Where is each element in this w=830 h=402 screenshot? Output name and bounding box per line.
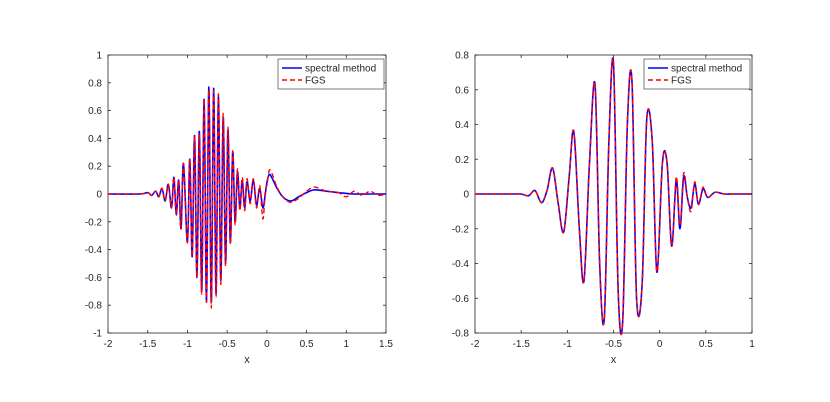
left-x-tick-label: -1.5 xyxy=(139,339,157,350)
right-plot: -2 -1.5 -1 -0.5 0 0.5 1 -0.8 -0.6 -0.4 -0.2 0 0.2 0.4… xyxy=(452,51,755,367)
left-legend-label-fgs: FGS xyxy=(305,76,326,87)
left-legend-box xyxy=(277,58,385,90)
left-x-tick-label: -2 xyxy=(104,339,113,350)
left-y-tick-label: -0.6 xyxy=(85,273,103,284)
left-x-tick-label: -1 xyxy=(183,339,192,350)
right-y-tick-label: -0.6 xyxy=(452,294,470,305)
left-y-tick-label: 0.6 xyxy=(88,106,102,117)
right-x-tick-label: -2 xyxy=(471,339,480,350)
right-series-line-fgs xyxy=(474,57,752,336)
right-legend-label-spectral-method: spectral method xyxy=(671,64,742,75)
left-legend-label-spectral-method: spectral method xyxy=(305,64,376,75)
right-x-tick-label: -1 xyxy=(563,339,572,350)
left-x-tick-label: 1 xyxy=(344,339,350,350)
right-x-axis-label: x xyxy=(611,354,617,366)
right-y-tick-label: -0.8 xyxy=(452,329,470,340)
left-x-axis-label: x xyxy=(244,354,250,366)
left-plot: -2 -1.5 -1 -0.5 0 0.5 1 1.5 -1 -0.8 -0.6 -0.4 -0.2 0 0… xyxy=(85,51,394,367)
left-y-tick-label: 0.8 xyxy=(88,78,102,89)
left-x-tick-label: 1.5 xyxy=(379,339,393,350)
right-x-tick-label: 0.5 xyxy=(699,339,713,350)
right-x-tick-label: -1.5 xyxy=(513,339,531,350)
right-y-tick-label: 0.4 xyxy=(455,120,469,131)
left-x-tick-label: 0.5 xyxy=(300,339,314,350)
right-y-tick-label: 0 xyxy=(463,190,469,201)
left-y-tick-label: 0 xyxy=(96,190,102,201)
right-y-tick-label: -0.4 xyxy=(452,259,470,270)
left-x-tick-label: -0.5 xyxy=(219,339,237,350)
left-y-tick-label: 1 xyxy=(96,51,102,62)
right-x-tick-label: 1 xyxy=(749,339,755,350)
right-y-tick-label: -0.2 xyxy=(452,224,470,235)
left-y-tick-label: 0.2 xyxy=(88,162,102,173)
right-y-tick-label: 0.2 xyxy=(455,155,469,166)
right-y-tick-label: 0.8 xyxy=(455,51,469,62)
left-y-tick-label: -0.4 xyxy=(85,245,103,256)
left-y-tick-label: -1 xyxy=(93,329,102,340)
left-series-line-fgs xyxy=(107,89,387,309)
left-y-tick-label: 0.4 xyxy=(88,134,102,145)
right-x-tick-label: 0 xyxy=(657,339,663,350)
right-legend-box xyxy=(643,58,751,90)
right-x-tick-label: -0.5 xyxy=(605,339,623,350)
left-y-tick-label: -0.8 xyxy=(85,301,103,312)
left-x-tick-label: 0 xyxy=(264,339,270,350)
right-y-tick-label: 0.6 xyxy=(455,85,469,96)
left-y-tick-label: -0.2 xyxy=(85,217,103,228)
right-legend-label-fgs: FGS xyxy=(671,76,692,87)
